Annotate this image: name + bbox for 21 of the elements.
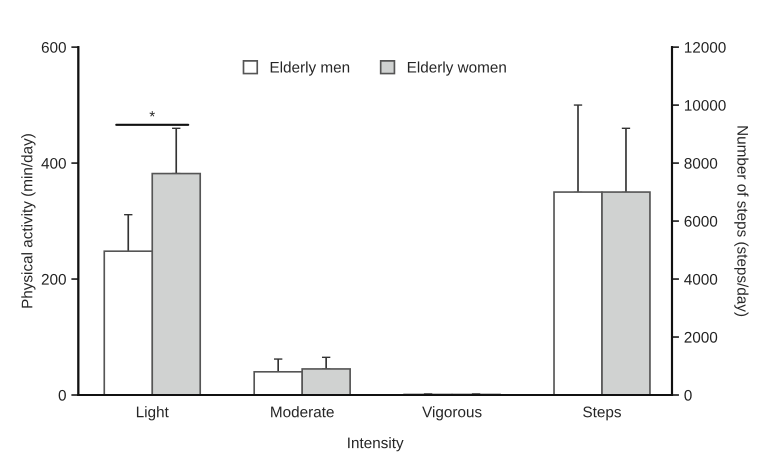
x-tick-label: Moderate	[271, 406, 334, 418]
y2-tick-label: 4000	[684, 274, 718, 285]
y-tick-label: 600	[42, 42, 66, 53]
legend-label: Elderly women	[408, 61, 506, 76]
y-tick-label: 400	[41, 158, 66, 169]
x-axis-title: Intensity	[348, 437, 404, 452]
y-tick-label: 0	[58, 390, 66, 401]
x-tick-label: Vigorous	[422, 406, 482, 420]
y2-tick-label: 0	[684, 390, 692, 401]
x-tick-label: Light	[136, 406, 169, 420]
annotation: *	[150, 111, 155, 116]
y-axis-title: Physical activity (min/day)	[21, 134, 36, 308]
legend-label: Elderly men	[270, 61, 350, 76]
y2-axis-title: Number of steps (steps/day)	[734, 126, 749, 316]
y2-tick-label: 2000	[684, 332, 718, 343]
y-tick-label: 200	[42, 274, 66, 285]
x-tick-label: Steps	[583, 406, 621, 420]
y2-tick-label: 6000	[684, 216, 718, 227]
y2-tick-label: 10000	[684, 100, 726, 111]
y2-tick-label: 12000	[684, 42, 726, 53]
y2-tick-label: 8000	[684, 158, 718, 169]
